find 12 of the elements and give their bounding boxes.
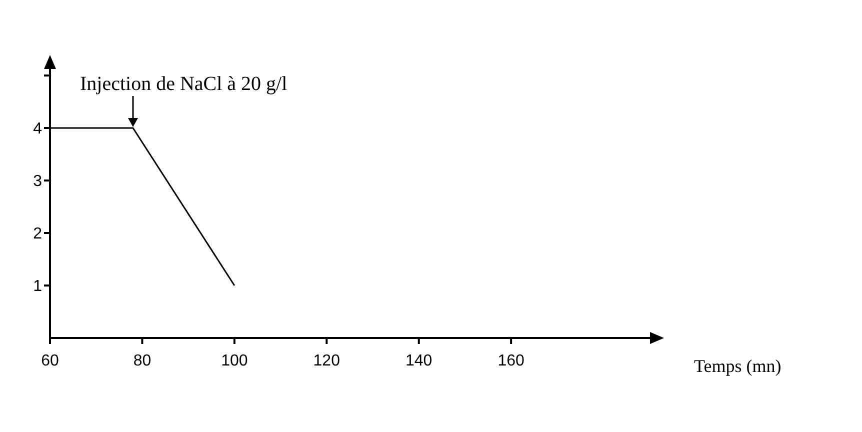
x-tick-label: 60 (41, 352, 59, 370)
y-tick-label: 3 (33, 173, 42, 190)
x-axis-title: Temps (mn) (694, 356, 782, 376)
x-tick-label: 120 (313, 352, 340, 370)
x-tick-label: 100 (221, 352, 248, 370)
x-tick-label: 160 (498, 352, 525, 370)
y-tick-label: 2 (33, 226, 42, 243)
x-tick-label: 140 (406, 352, 432, 370)
annotation: Injection de NaCl à 20 g/l (80, 73, 288, 95)
y-tick-label: 4 (33, 120, 42, 138)
x-tick-label: 80 (133, 352, 152, 370)
y-tick-label: 1 (33, 278, 42, 296)
